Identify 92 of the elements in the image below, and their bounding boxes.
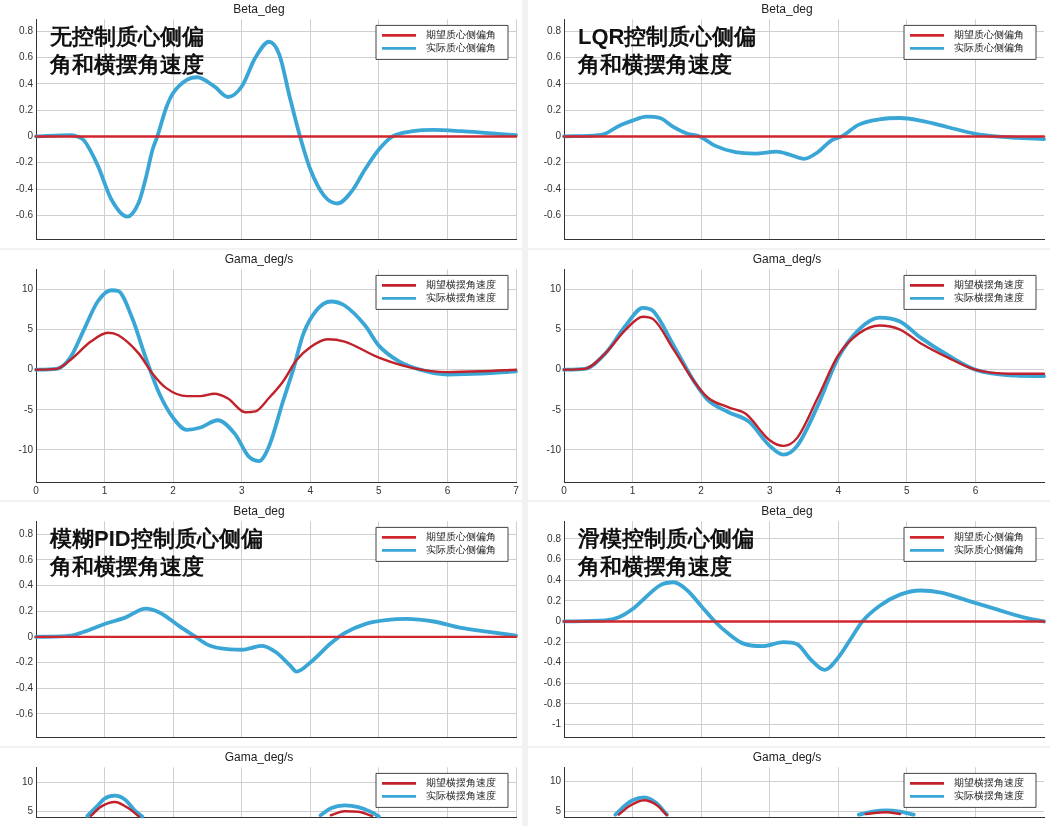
x-tick-label: 5 [376,484,383,496]
y-tick-label: 0.8 [19,527,34,539]
x-tick-label: 3 [766,484,773,496]
y-tick-label: -0.6 [15,209,34,221]
legend-label: 期望质心侧偏角 [426,531,496,543]
legend-label: 期望质心侧偏角 [426,29,496,41]
y-tick-label: 10 [549,774,562,786]
y-tick-label: 0 [27,363,34,375]
x-tick-label: 6 [972,484,979,496]
legend-label: 期望质心侧偏角 [954,29,1024,41]
y-tick-label: 0.8 [547,532,562,544]
y-tick-label: 0 [555,130,562,142]
y-tick-label: -0.8 [543,697,562,709]
y-tick-label: -0.2 [15,156,34,168]
y-tick-label: -1 [552,718,562,730]
chart-title: Gama_deg/s [752,749,822,764]
annotation: 无控制质心侧偏角和横摆角速度 [49,24,204,78]
y-tick-label: 0 [27,630,34,642]
line-series [34,606,518,674]
y-tick-label: -0.6 [543,677,562,689]
legend-label: 实际质心侧偏角 [426,544,496,556]
y-tick-label: -5 [24,403,34,415]
y-tick-label: -10 [18,443,34,455]
annotation: 模糊PID控制质心侧偏角和横摆角速度 [49,526,263,580]
legend-label: 实际横摆角速度 [426,790,496,802]
y-tick-label: -0.4 [543,182,562,194]
y-tick-label: 0 [555,363,562,375]
legend-label: 实际质心侧偏角 [954,42,1024,54]
legend-label: 期望横摆角速度 [426,279,496,291]
legend-label: 期望横摆角速度 [954,777,1024,789]
annotation: LQR控制质心侧偏角和横摆角速度 [577,24,757,78]
legend-label: 实际质心侧偏角 [954,544,1024,556]
y-tick-label: 0.4 [19,77,34,89]
y-tick-label: 10 [21,776,34,788]
y-tick-label: -0.4 [543,656,562,668]
legend-label: 期望横摆角速度 [426,777,496,789]
legend-label: 期望横摆角速度 [954,279,1024,291]
legend-label: 实际横摆角速度 [954,292,1024,304]
y-tick-label: 0.8 [547,24,562,36]
y-tick-label: -0.6 [15,707,34,719]
chart-title: Beta_deg [761,503,813,518]
chart-title: Beta_deg [233,503,285,518]
chart-title: Gama_deg/s [224,749,294,764]
y-tick-label: -0.2 [15,656,34,668]
y-tick-label: -0.4 [15,681,34,693]
y-tick-label: 0.6 [19,553,34,565]
x-tick-label: 6 [444,484,451,496]
y-tick-label: 5 [555,323,562,335]
y-tick-label: 0.6 [19,51,34,63]
y-tick-label: 5 [555,804,562,816]
y-tick-label: -0.6 [543,209,562,221]
y-tick-label: 0.2 [19,604,34,616]
y-tick-label: 5 [27,323,34,335]
y-tick-label: 0 [555,615,562,627]
x-tick-label: 5 [904,484,911,496]
x-tick-label: 1 [629,484,636,496]
y-tick-label: 0.4 [547,77,562,89]
legend-label: 实际横摆角速度 [426,292,496,304]
annotation: 滑模控制质心侧偏角和横摆角速度 [577,526,754,580]
chart-title: Beta_deg [233,1,285,16]
y-tick-label: -0.2 [543,156,562,168]
y-tick-label: 0 [27,130,34,142]
legend-label: 实际横摆角速度 [954,790,1024,802]
x-tick-label: 7 [513,484,520,496]
y-tick-label: -0.4 [15,182,34,194]
y-tick-label: 0.4 [19,579,34,591]
y-tick-label: -0.2 [543,635,562,647]
chart-title: Beta_deg [761,1,813,16]
legend-label: 期望质心侧偏角 [954,531,1024,543]
y-tick-label: 0.2 [547,594,562,606]
x-tick-label: 2 [170,484,177,496]
line-series [34,331,518,414]
y-tick-label: 0.4 [547,573,562,585]
chart-title: Gama_deg/s [224,251,294,266]
x-tick-label: 1 [101,484,108,496]
chart-title: Gama_deg/s [752,251,822,266]
y-tick-label: 10 [549,283,562,295]
line-series [34,288,518,464]
y-tick-label: 0.2 [547,103,562,115]
x-tick-label: 2 [698,484,705,496]
y-tick-label: -10 [546,443,562,455]
y-tick-label: 0.6 [547,553,562,565]
y-tick-label: 0.8 [19,24,34,36]
x-tick-label: 4 [835,484,842,496]
legend-label: 实际质心侧偏角 [426,42,496,54]
x-tick-label: 4 [307,484,314,496]
y-tick-label: 10 [21,283,34,295]
y-tick-label: 0.2 [19,103,34,115]
y-tick-label: -5 [552,403,562,415]
y-tick-label: 5 [27,804,34,816]
y-tick-label: 0.6 [547,51,562,63]
x-tick-label: 3 [238,484,245,496]
